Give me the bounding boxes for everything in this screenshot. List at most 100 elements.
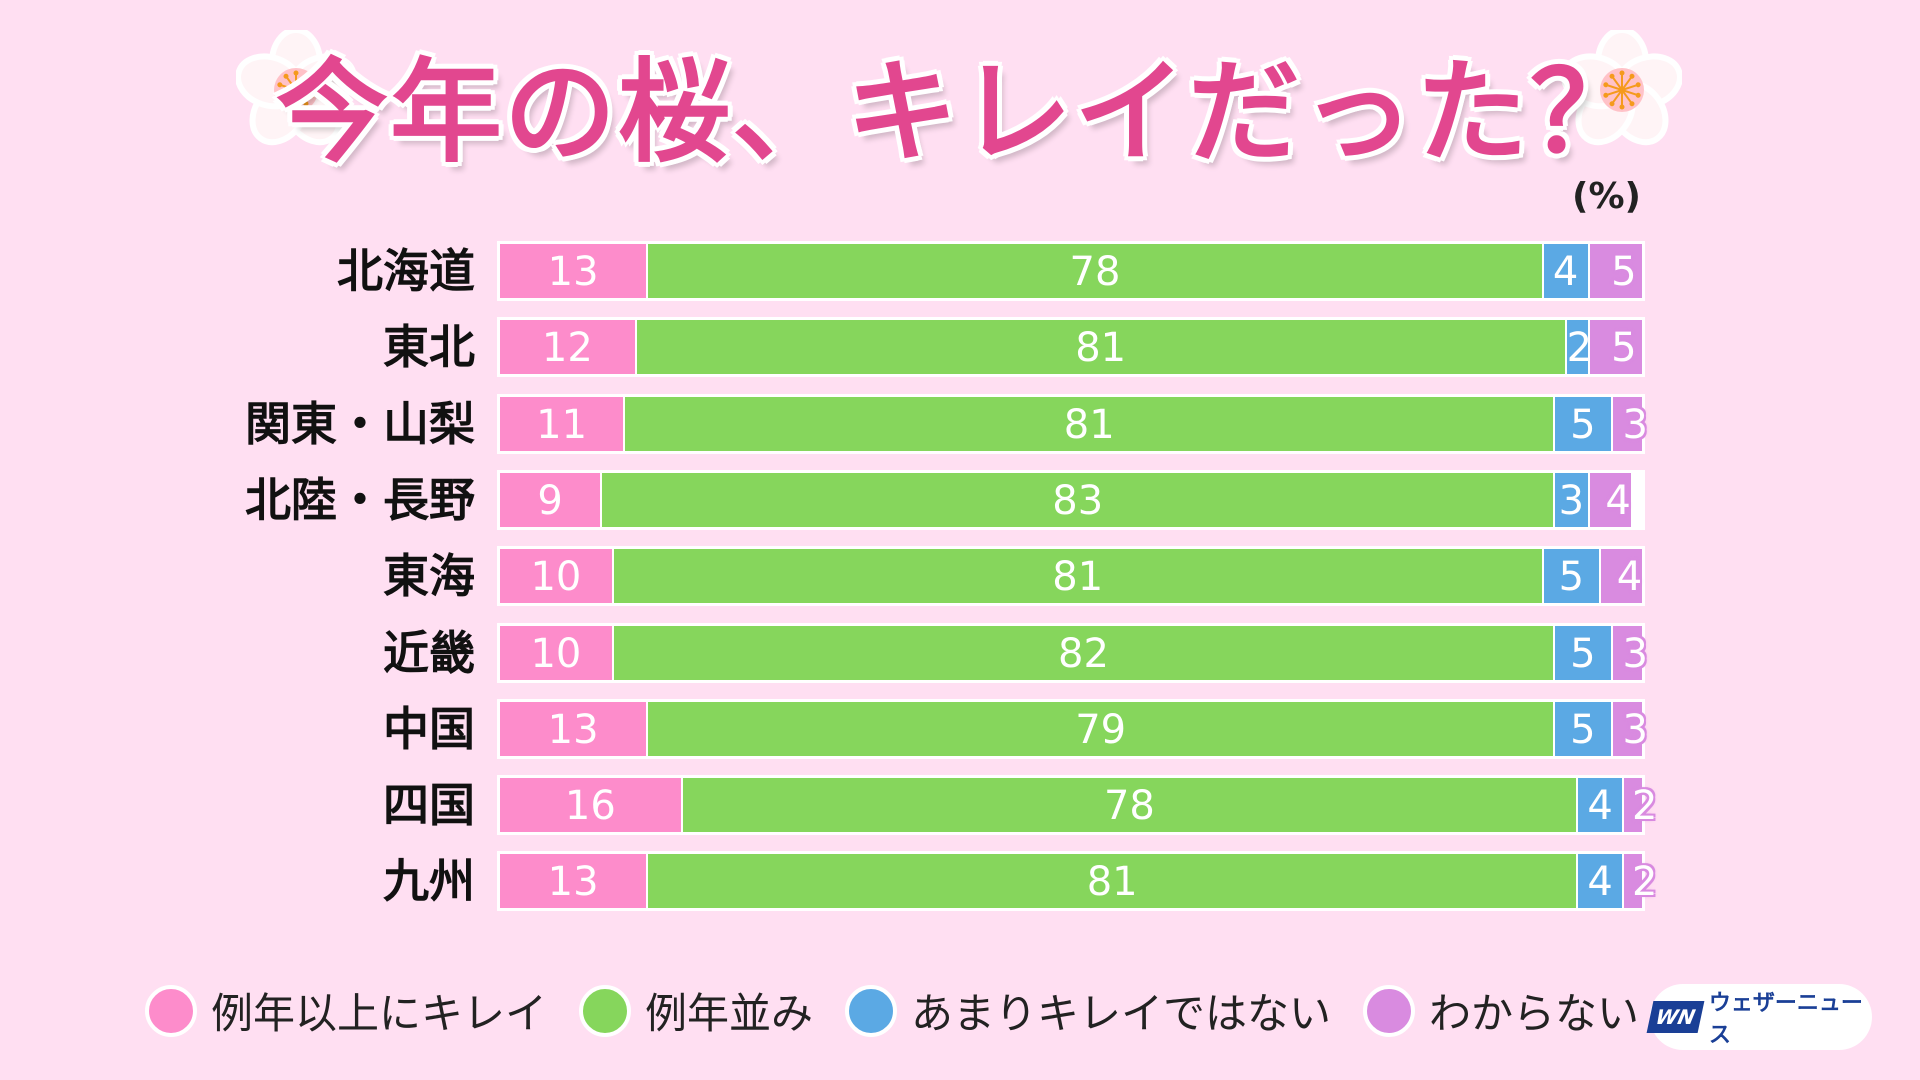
bar-segment-2: 78 [682, 778, 1577, 833]
data-label: 2 [1632, 783, 1658, 830]
bar-row: 13 78 4 5 [497, 241, 1645, 301]
category-label: 北陸・長野 [245, 472, 475, 527]
bar-segment-2: 79 [648, 701, 1554, 756]
bar-segment-1: 9 [500, 472, 601, 527]
bar-segment-3: 4 [1578, 854, 1623, 909]
unit-label: (%) [1572, 176, 1641, 217]
data-label: 5 [1611, 325, 1637, 372]
bar-segment-4: 4 [1601, 549, 1643, 604]
data-label: 13 [547, 249, 599, 295]
bar-row: 13 79 5 3 [497, 698, 1648, 759]
data-label: 10 [530, 554, 582, 601]
chart-title: 今年の桜、キレイだった？ [276, 48, 1644, 178]
bar-segment-1: 13 [500, 244, 647, 298]
bar-row: 10 82 5 3 [497, 622, 1648, 683]
bar-segment-2: 81 [636, 320, 1565, 375]
bar-row: 10 81 5 4 [497, 546, 1645, 607]
bar-row: 9 83 3 4 [497, 469, 1645, 530]
bar-row: 16 78 4 2 [497, 775, 1657, 836]
bar-segment-3: 5 [1555, 396, 1611, 451]
data-label: 82 [1058, 630, 1109, 677]
data-label: 78 [1069, 249, 1121, 295]
data-label: 81 [1063, 401, 1115, 448]
data-label: 83 [1052, 477, 1104, 524]
data-label: 3 [1622, 630, 1648, 677]
legend-label: わからない [1429, 989, 1640, 1038]
category-label: 中国 [383, 701, 475, 756]
cherry-blossom-icon-left [235, 27, 357, 150]
data-label: 5 [1570, 630, 1596, 677]
bar-segment-1: 11 [500, 396, 624, 451]
legend-item: あまりキレイではない [845, 980, 1331, 1041]
data-label: 13 [547, 859, 599, 906]
category-label: 近畿 [383, 625, 475, 680]
bar-segment-2: 81 [613, 549, 1542, 604]
legend-label: 例年並み [645, 989, 814, 1038]
weathernews-logo: WN ウェザーニュース [1646, 984, 1872, 1050]
bar-segment-4: 3 [1612, 701, 1648, 756]
data-label: 5 [1558, 554, 1585, 601]
bar-segment-3: 5 [1543, 549, 1600, 604]
logo-mark: WN [1646, 1001, 1705, 1033]
bar-segment-1: 10 [500, 549, 612, 604]
bar-segment-4: 4 [1589, 472, 1631, 527]
data-label: 81 [1086, 859, 1138, 906]
bar-segment-4: 5 [1589, 244, 1642, 298]
bar-segment-3: 4 [1578, 778, 1623, 833]
bar-row: 11 81 5 3 [497, 393, 1648, 454]
bar-segment-3: 5 [1555, 701, 1611, 756]
data-label: 2 [1566, 325, 1593, 372]
bar-segment-3: 3 [1555, 472, 1588, 527]
bar-segment-1: 10 [500, 625, 612, 680]
legend-item: わからない [1363, 980, 1639, 1041]
category-label: 九州 [383, 854, 475, 909]
bar-segment-3: 4 [1543, 244, 1588, 298]
bar-segment-3: 2 [1566, 320, 1592, 375]
legend-swatch [145, 984, 197, 1037]
logo-text: ウェザーニュース [1708, 991, 1863, 1048]
data-label: 81 [1075, 325, 1127, 372]
legend-swatch [579, 984, 632, 1037]
data-label: 5 [1570, 706, 1596, 753]
bar-segment-1: 13 [500, 854, 647, 909]
data-label: 13 [547, 706, 599, 753]
legend: 例年以上にキレイ 例年並み あまりキレイではない わからない [145, 980, 1655, 1041]
legend-swatch [845, 984, 898, 1037]
data-label: 3 [1558, 477, 1585, 524]
category-label: 北海道 [337, 244, 475, 298]
legend-label: 例年以上にキレイ [211, 989, 548, 1038]
bar-row: 13 81 4 2 [497, 851, 1657, 912]
data-label: 11 [536, 401, 588, 448]
category-label: 四国 [383, 778, 475, 833]
bar-segment-3: 5 [1555, 625, 1611, 680]
bar-segment-1: 12 [500, 320, 635, 375]
data-label: 81 [1052, 554, 1104, 601]
data-label: 5 [1570, 401, 1596, 448]
bar-segment-1: 16 [500, 778, 681, 833]
data-label: 3 [1622, 401, 1648, 448]
data-label: 79 [1075, 706, 1127, 753]
bar-segment-4: 2 [1624, 854, 1657, 909]
category-label: 関東・山梨 [245, 396, 475, 451]
bar-segment-2: 82 [613, 625, 1554, 680]
bar-segment-4: 3 [1612, 625, 1648, 680]
data-label: 3 [1622, 706, 1648, 753]
data-label: 4 [1552, 249, 1579, 295]
legend-swatch [1363, 984, 1416, 1037]
bar-segment-4: 3 [1612, 396, 1648, 451]
legend-item: 例年以上にキレイ [145, 980, 547, 1041]
bar-segment-2: 83 [602, 472, 1554, 527]
data-label: 78 [1103, 783, 1155, 830]
data-label: 4 [1616, 554, 1643, 601]
bar-segment-2: 81 [648, 854, 1577, 909]
bar-row: 12 81 2 5 [497, 317, 1645, 378]
data-label: 9 [537, 477, 563, 524]
data-label: 12 [541, 325, 593, 372]
bar-segment-4: 2 [1624, 778, 1657, 833]
bar-segment-2: 78 [648, 244, 1542, 298]
data-label: 2 [1632, 859, 1658, 906]
bar-segment-1: 13 [500, 701, 647, 756]
data-label: 16 [564, 783, 616, 830]
legend-item: 例年並み [579, 980, 813, 1041]
category-label: 東北 [383, 320, 475, 375]
